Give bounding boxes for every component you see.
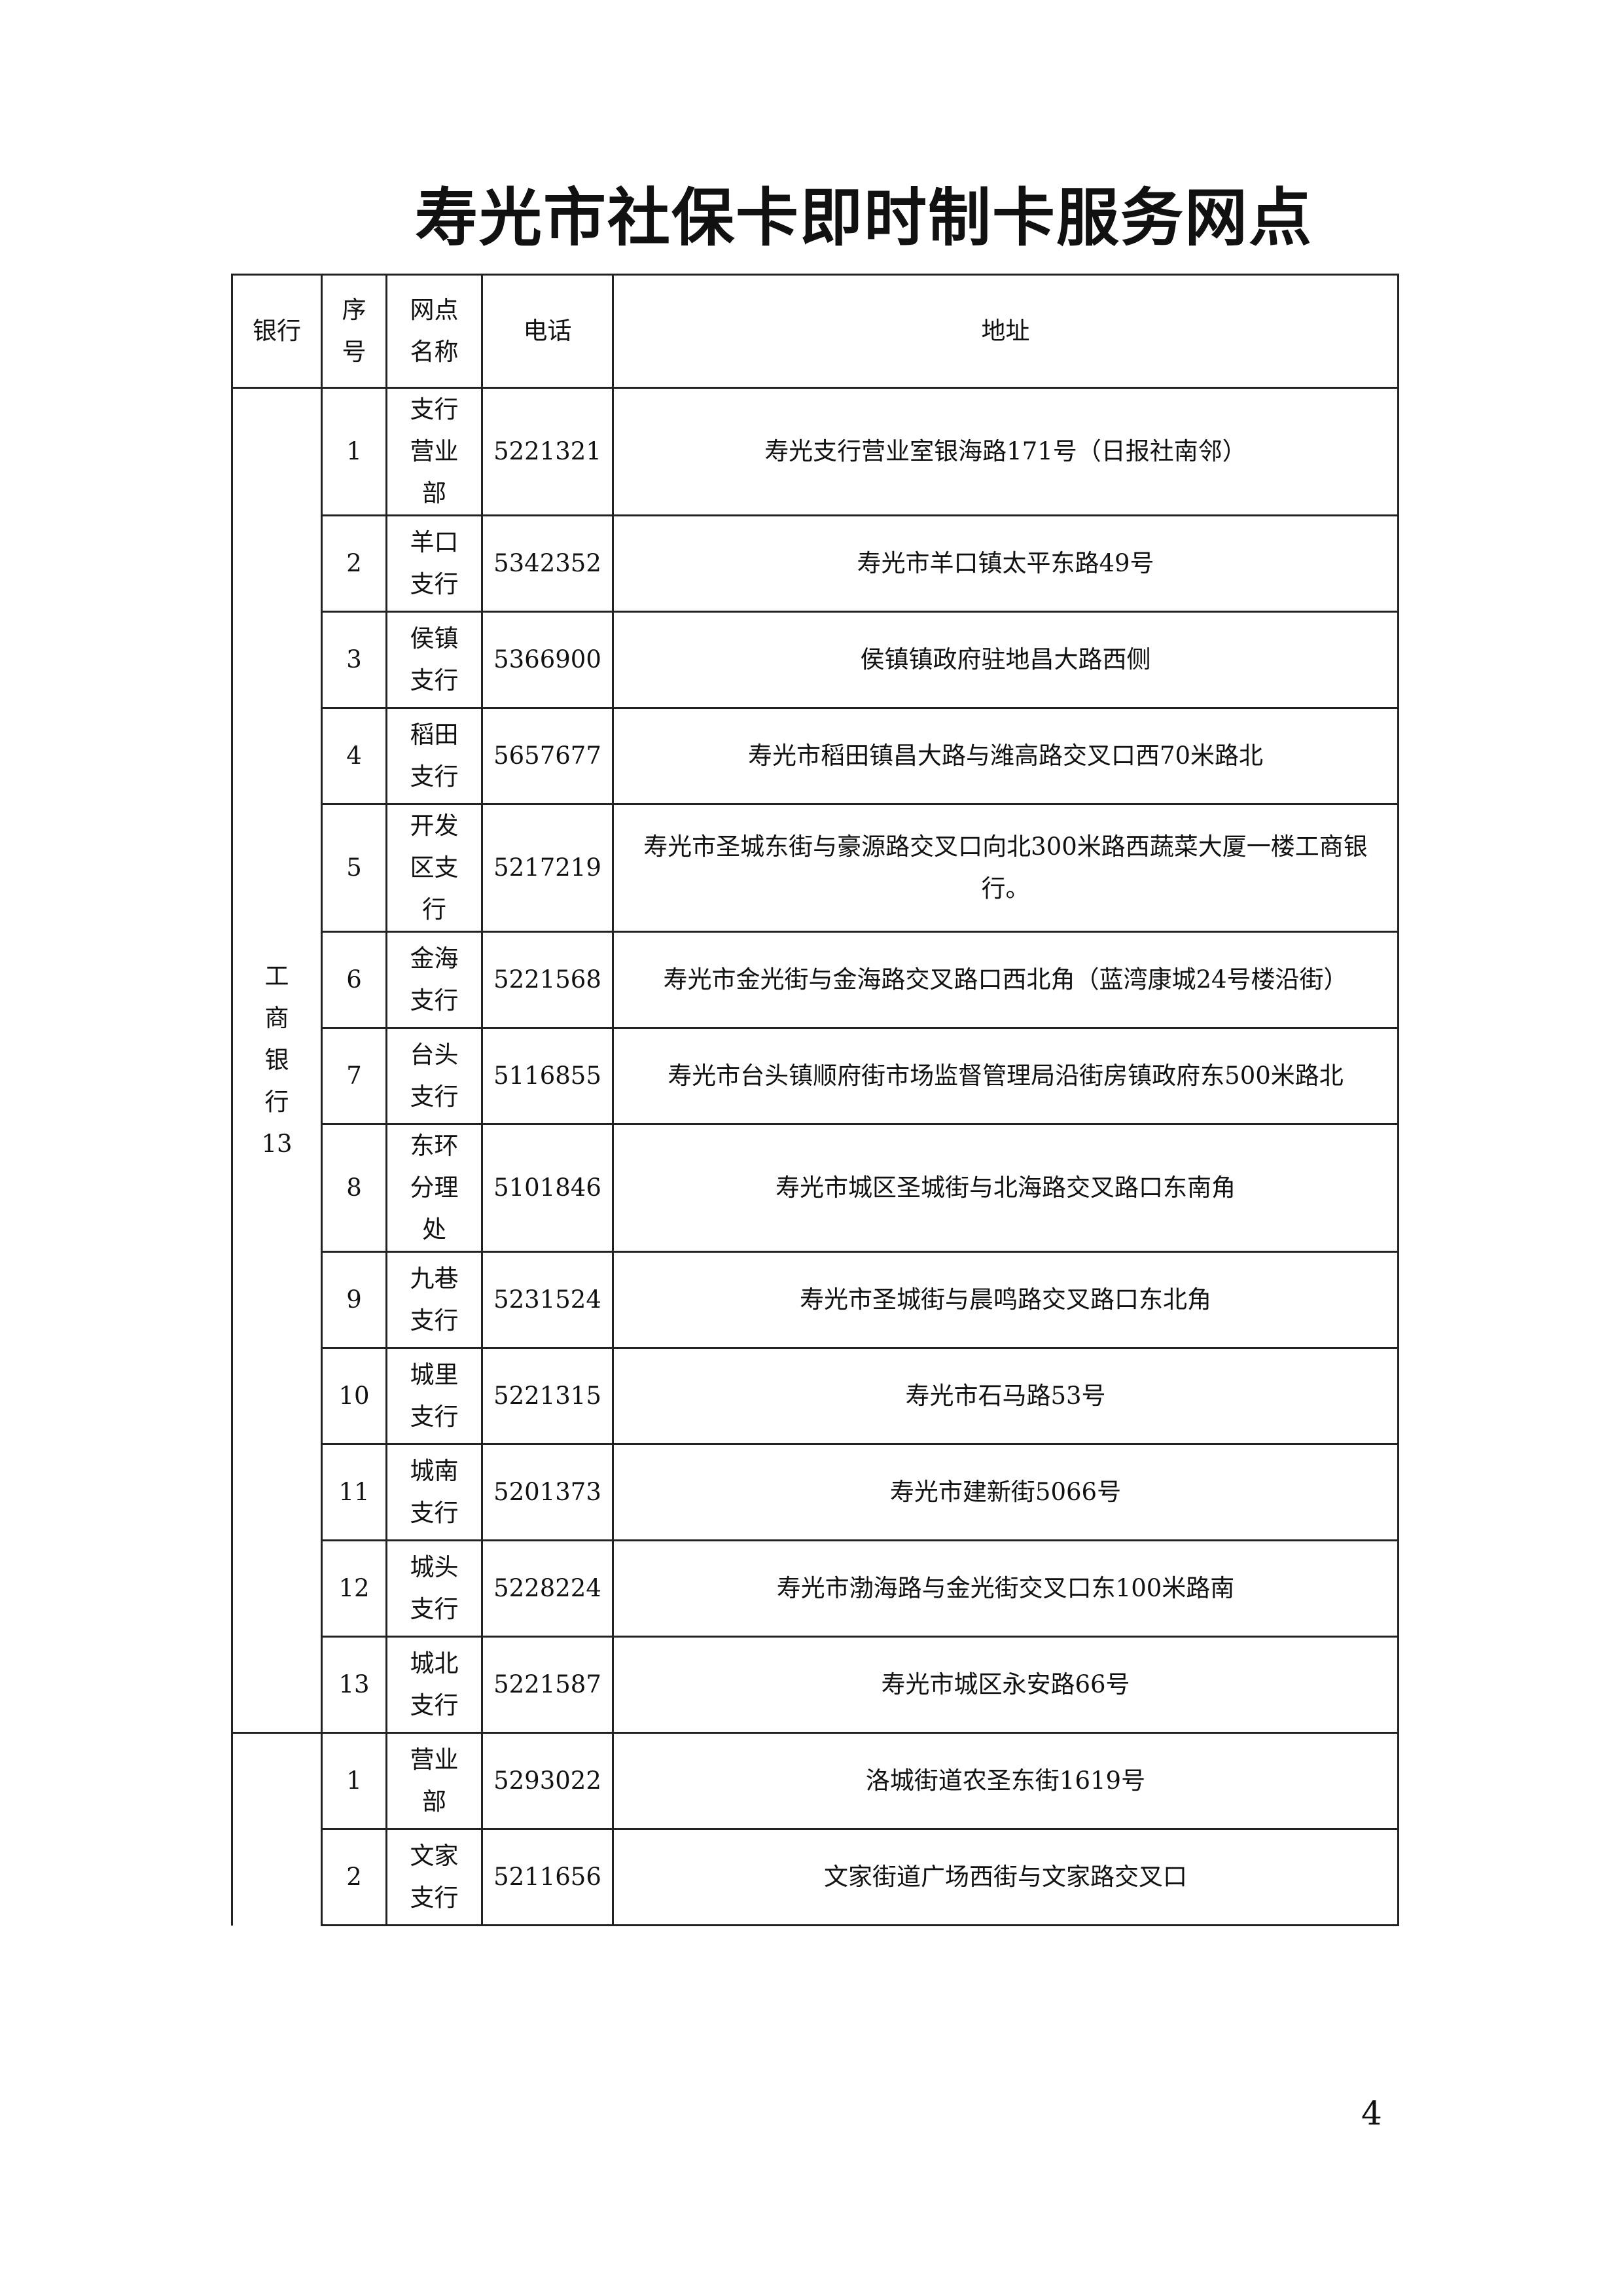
index-cell: 5 bbox=[321, 803, 387, 933]
branch-name-cell: 营业部 bbox=[385, 1732, 483, 1830]
index-cell: 2 bbox=[321, 514, 387, 613]
phone-cell: 5101846 bbox=[481, 1123, 614, 1253]
bank-cell bbox=[231, 1732, 323, 1926]
index-cell: 1 bbox=[321, 387, 387, 516]
table-header-row: 银行 序号 网点名称 电话 地址 bbox=[231, 274, 1399, 389]
phone-cell: 5228224 bbox=[481, 1539, 614, 1638]
index-cell: 3 bbox=[321, 611, 387, 709]
table-row: 11 城南支行 5201373 寿光市建新街5066号 bbox=[232, 1443, 1399, 1541]
table-row: 8 东环分理处 5101846 寿光市城区圣城街与北海路交叉路口东南角 bbox=[232, 1123, 1399, 1253]
address-cell: 寿光支行营业室银海路171号（日报社南邻） bbox=[612, 387, 1399, 516]
branch-name-cell: 台头支行 bbox=[385, 1027, 483, 1125]
phone-cell: 5201373 bbox=[481, 1443, 614, 1541]
branch-name-cell: 城里支行 bbox=[385, 1347, 483, 1445]
table-row: 13 城北支行 5221587 寿光市城区永安路66号 bbox=[232, 1636, 1399, 1734]
index-cell: 11 bbox=[321, 1443, 387, 1541]
address-cell: 寿光市金光街与金海路交叉路口西北角（蓝湾康城24号楼沿街） bbox=[612, 931, 1399, 1029]
header-name: 网点名称 bbox=[385, 274, 483, 389]
page-title: 寿光市社保卡即时制卡服务网点 bbox=[415, 181, 1313, 255]
phone-cell: 5211656 bbox=[481, 1828, 614, 1926]
phone-cell: 5366900 bbox=[481, 611, 614, 709]
address-cell: 寿光市台头镇顺府街市场监督管理局沿街房镇政府东500米路北 bbox=[612, 1027, 1399, 1125]
address-cell: 侯镇镇政府驻地昌大路西侧 bbox=[612, 611, 1399, 709]
phone-cell: 5221315 bbox=[481, 1347, 614, 1445]
address-cell: 寿光市石马路53号 bbox=[612, 1347, 1399, 1445]
header-phone: 电话 bbox=[481, 274, 614, 389]
table-row: 5 开发区支行 5217219 寿光市圣城东街与豪源路交叉口向北300米路西蔬菜大厦一… bbox=[232, 803, 1399, 933]
address-cell: 寿光市圣城街与晨鸣路交叉路口东北角 bbox=[612, 1251, 1399, 1349]
table-row: 7 台头支行 5116855 寿光市台头镇顺府街市场监督管理局沿街房镇政府东500米路… bbox=[232, 1027, 1399, 1125]
phone-cell: 5231524 bbox=[481, 1251, 614, 1349]
index-cell: 2 bbox=[321, 1828, 387, 1926]
table-row: 2 羊口支行 5342352 寿光市羊口镇太平东路49号 bbox=[232, 514, 1399, 613]
phone-cell: 5342352 bbox=[481, 514, 614, 613]
page-number: 4 bbox=[1361, 2094, 1382, 2132]
address-cell: 寿光市稻田镇昌大路与潍高路交叉口西70米路北 bbox=[612, 707, 1399, 805]
phone-cell: 5221568 bbox=[481, 931, 614, 1029]
table-row: 4 稻田支行 5657677 寿光市稻田镇昌大路与潍高路交叉口西70米路北 bbox=[232, 707, 1399, 805]
address-cell: 寿光市圣城东街与豪源路交叉口向北300米路西蔬菜大厦一楼工商银行。 bbox=[612, 803, 1399, 933]
branch-name-cell: 东环分理处 bbox=[385, 1123, 483, 1253]
address-cell: 寿光市城区圣城街与北海路交叉路口东南角 bbox=[612, 1123, 1399, 1253]
branch-name-cell: 羊口支行 bbox=[385, 514, 483, 613]
table-row: 3 侯镇支行 5366900 侯镇镇政府驻地昌大路西侧 bbox=[232, 611, 1399, 709]
index-cell: 12 bbox=[321, 1539, 387, 1638]
index-cell: 13 bbox=[321, 1636, 387, 1734]
address-cell: 寿光市城区永安路66号 bbox=[612, 1636, 1399, 1734]
branch-name-cell: 城南支行 bbox=[385, 1443, 483, 1541]
branch-name-cell: 稻田支行 bbox=[385, 707, 483, 805]
branch-name-cell: 侯镇支行 bbox=[385, 611, 483, 709]
table-row: 9 九巷支行 5231524 寿光市圣城街与晨鸣路交叉路口东北角 bbox=[232, 1251, 1399, 1349]
index-cell: 10 bbox=[321, 1347, 387, 1445]
branch-name-cell: 开发区支行 bbox=[385, 803, 483, 933]
table-row: 1 营业部 5293022 洛城街道农圣东街1619号 bbox=[231, 1732, 1399, 1926]
phone-cell: 5221321 bbox=[481, 387, 614, 516]
table-row: 10 城里支行 5221315 寿光市石马路53号 bbox=[232, 1347, 1399, 1445]
index-cell: 7 bbox=[321, 1027, 387, 1125]
phone-cell: 5221587 bbox=[481, 1636, 614, 1734]
table-row: 工商银行13 1 支行营业部 5221321 寿光支行营业室银海路171号（日报社南邻） bbox=[231, 387, 1399, 1734]
index-cell: 1 bbox=[321, 1732, 387, 1830]
branch-name-cell: 城头支行 bbox=[385, 1539, 483, 1638]
address-cell: 寿光市建新街5066号 bbox=[612, 1443, 1399, 1541]
index-cell: 9 bbox=[321, 1251, 387, 1349]
index-cell: 4 bbox=[321, 707, 387, 805]
table-row: 6 金海支行 5221568 寿光市金光街与金海路交叉路口西北角（蓝湾康城24号楼沿街… bbox=[232, 931, 1399, 1029]
address-cell: 寿光市羊口镇太平东路49号 bbox=[612, 514, 1399, 613]
phone-cell: 5217219 bbox=[481, 803, 614, 933]
branch-name-cell: 九巷支行 bbox=[385, 1251, 483, 1349]
address-cell: 洛城街道农圣东街1619号 bbox=[612, 1732, 1399, 1830]
phone-cell: 5293022 bbox=[481, 1732, 614, 1830]
header-address: 地址 bbox=[612, 274, 1399, 389]
index-cell: 8 bbox=[321, 1123, 387, 1253]
table-row: 2 文家支行 5211656 文家街道广场西街与文家路交叉口 bbox=[232, 1828, 1399, 1926]
bank-cell: 工商银行13 bbox=[231, 387, 323, 1734]
branch-name-cell: 城北支行 bbox=[385, 1636, 483, 1734]
index-cell: 6 bbox=[321, 931, 387, 1029]
table-row: 12 城头支行 5228224 寿光市渤海路与金光街交叉口东100米路南 bbox=[232, 1539, 1399, 1638]
branch-name-cell: 支行营业部 bbox=[385, 387, 483, 516]
header-bank: 银行 bbox=[231, 274, 323, 389]
address-cell: 文家街道广场西街与文家路交叉口 bbox=[612, 1828, 1399, 1926]
header-index: 序号 bbox=[321, 274, 387, 389]
phone-cell: 5116855 bbox=[481, 1027, 614, 1125]
service-points-table: 银行 序号 网点名称 电话 地址 工商银行13 1 支行营业部 5221321 寿光支行… bbox=[231, 274, 1399, 1926]
address-cell: 寿光市渤海路与金光街交叉口东100米路南 bbox=[612, 1539, 1399, 1638]
branch-name-cell: 金海支行 bbox=[385, 931, 483, 1029]
branch-name-cell: 文家支行 bbox=[385, 1828, 483, 1926]
phone-cell: 5657677 bbox=[481, 707, 614, 805]
